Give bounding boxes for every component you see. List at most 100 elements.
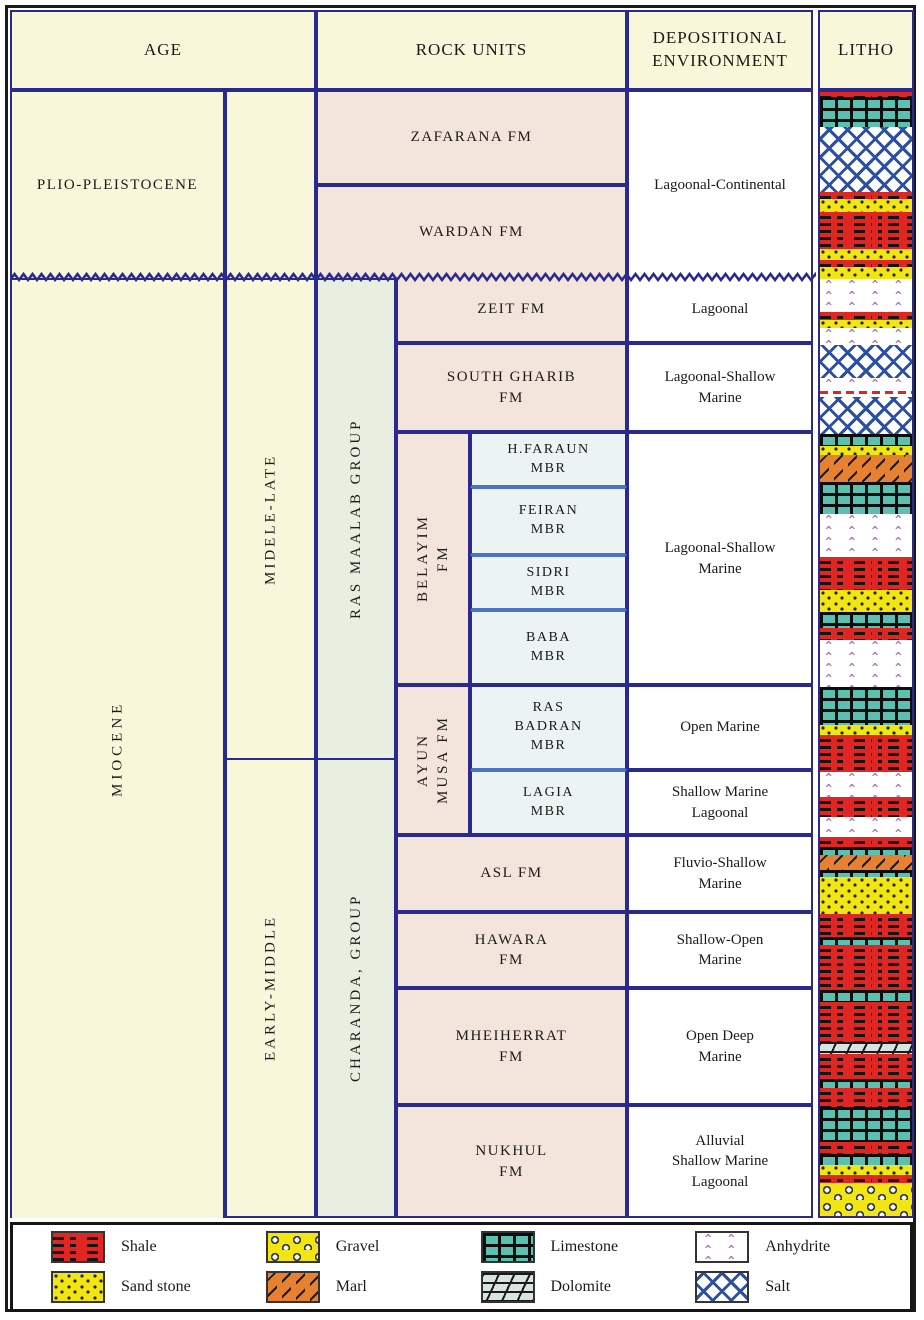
litho-layer-sandstone: [820, 199, 912, 212]
env-lagoonal-shallow-1: Lagoonal-Shallow Marine: [627, 343, 813, 432]
litho-layer-sandstone: [820, 877, 912, 914]
legend-label-anhydrite: Anhydrite: [765, 1238, 831, 1255]
litho-layer-sandstone: [820, 446, 912, 455]
legend-item-dolomite: Dolomite: [480, 1271, 696, 1303]
litho-layer-shale: [820, 312, 912, 320]
litho-layer-shale: [820, 1142, 912, 1154]
age-miocene: MIOCENE: [10, 278, 225, 1218]
legend-label-limestone: Limestone: [550, 1238, 619, 1255]
formation-mheiherrat: MHEIHERRAT FM: [396, 988, 627, 1105]
litho-layer-sandstone: [820, 725, 912, 735]
env-lagoonal: Lagoonal: [627, 278, 813, 343]
litho-layer-limestone: [820, 847, 912, 855]
legend-item-anhydrite: ^ ^ ^ ^ ^ ^ ^ ^ ^ ^ ^ ^ ^ ^ ^ ^ ^ ^ ^ ^ …: [695, 1231, 910, 1263]
litho-layer-limestone: [820, 482, 912, 514]
legend-item-shale: Shale: [51, 1231, 266, 1263]
legend-swatch-anhydrite: ^ ^ ^ ^ ^ ^ ^ ^ ^ ^ ^ ^ ^ ^ ^ ^ ^ ^ ^ ^ …: [695, 1231, 750, 1263]
env-fluvio-shallow: Fluvio-Shallow Marine: [627, 835, 813, 912]
litho-layer-limestone: [820, 434, 912, 446]
member-feiran: FEIRAN MBR: [470, 487, 627, 555]
formation-nukhul: NUKHUL FM: [396, 1105, 627, 1218]
header-age: AGE: [10, 10, 316, 90]
formation-zafarana: ZAFARANA FM: [316, 90, 627, 185]
member-h-faraun: H.FARAUN MBR: [470, 432, 627, 487]
formation-belayim: BELAYIM FM: [396, 432, 470, 685]
litho-layer-shale: [820, 557, 912, 590]
formation-hawara: HAWARA FM: [396, 912, 627, 988]
litho-layer-sandstone: [820, 1165, 912, 1175]
legend-item-sandstone: Sand stone: [51, 1271, 266, 1303]
member-lagia: LAGIA MBR: [470, 770, 627, 835]
litho-layer-anhydrite: ^ ^ ^ ^ ^ ^ ^ ^ ^ ^ ^ ^ ^ ^ ^ ^ ^ ^ ^ ^ …: [820, 328, 912, 345]
litho-layer-limestone: [820, 990, 912, 1002]
header-litho: LITHO: [818, 10, 914, 90]
litho-layer-shale: [820, 1088, 912, 1107]
env-shallow-open: Shallow-Open Marine: [627, 912, 813, 988]
legend-swatch-dolomite: [480, 1271, 535, 1303]
litho-layer-shale: [820, 1054, 912, 1079]
legend-item-salt: Salt: [695, 1271, 910, 1303]
age-plio-sub-empty: [225, 90, 316, 278]
litho-layer-anhydrite: ^ ^ ^ ^ ^ ^ ^ ^ ^ ^ ^ ^ ^ ^ ^ ^ ^ ^ ^ ^ …: [820, 378, 912, 388]
litho-layer-marl: [820, 455, 912, 482]
litho-layer-limestone: [820, 870, 912, 877]
member-ras-badran: RAS BADRAN MBR: [470, 685, 627, 770]
litho-layer-limestone: [820, 687, 912, 725]
legend-item-marl: Marl: [265, 1271, 481, 1303]
group-charanda: CHARANDA, GROUP: [316, 758, 396, 1218]
litho-layer-anhydrite: ^ ^ ^ ^ ^ ^ ^ ^ ^ ^ ^ ^ ^ ^ ^ ^ ^ ^ ^ ^ …: [820, 279, 912, 312]
litho-column: ^ ^ ^ ^ ^ ^ ^ ^ ^ ^ ^ ^ ^ ^ ^ ^ ^ ^ ^ ^ …: [818, 90, 914, 1218]
litho-layer-limestone: [820, 1154, 912, 1165]
litho-layer-limestone: [820, 97, 912, 127]
age-plio-pleistocene: PLIO-PLEISTOCENE: [10, 90, 225, 278]
litho-layer-salt: [820, 397, 912, 434]
litho-layer-shale: [820, 945, 912, 990]
legend-label-gravel: Gravel: [335, 1238, 380, 1255]
litho-layer-limestone: [820, 612, 912, 628]
env-open-marine: Open Marine: [627, 685, 813, 770]
group-ras-maalab: RAS MAALAB GROUP: [316, 278, 396, 758]
legend-swatch-gravel: [265, 1231, 320, 1263]
legend: Shale Gravel Limestone ^ ^ ^ ^ ^ ^ ^ ^ ^ ^ …: [10, 1222, 913, 1312]
litho-layer-shale: [820, 1002, 912, 1042]
legend-label-salt: Salt: [765, 1278, 791, 1295]
litho-layer-limestone: [820, 1107, 912, 1142]
litho-layer-sandstone: [820, 320, 912, 328]
litho-layer-sandstone: [820, 249, 912, 260]
legend-label-shale: Shale: [121, 1238, 157, 1255]
legend-swatch-marl: [265, 1271, 320, 1303]
env-lagoonal-continental: Lagoonal-Continental: [627, 90, 813, 278]
litho-layer-shale: [820, 212, 912, 249]
age-midele-late: MIDELE-LATE: [225, 278, 316, 758]
legend-swatch-limestone: [480, 1231, 535, 1263]
header-rock-units: ROCK UNITS: [316, 10, 627, 90]
legend-swatch-sandstone: [51, 1271, 105, 1303]
litho-layer-shale: [820, 1175, 912, 1183]
age-early-middle: EARLY-MIDDLE: [225, 758, 316, 1218]
env-shallow-marine-lagoonal: Shallow Marine Lagoonal: [627, 770, 813, 835]
env-alluvial: Alluvial Shallow Marine Lagoonal: [627, 1105, 813, 1218]
header-depositional-environment: DEPOSITIONAL ENVIRONMENT: [627, 10, 813, 90]
legend-item-limestone: Limestone: [480, 1231, 696, 1263]
legend-label-dolomite: Dolomite: [550, 1278, 611, 1295]
litho-layer-gravel: [820, 1183, 912, 1216]
litho-layer-shale: [820, 797, 912, 817]
litho-layer-anhydrite: ^ ^ ^ ^ ^ ^ ^ ^ ^ ^ ^ ^ ^ ^ ^ ^ ^ ^ ^ ^ …: [820, 514, 912, 557]
member-sidri: SIDRI MBR: [470, 555, 627, 610]
litho-layer-salt: [820, 345, 912, 378]
legend-label-sandstone: Sand stone: [121, 1278, 191, 1295]
legend-item-gravel: Gravel: [265, 1231, 481, 1263]
formation-south-gharib: SOUTH GHARIB FM: [396, 343, 627, 432]
litho-layer-sandstone: [820, 267, 912, 279]
litho-layer-shale: [820, 92, 912, 97]
litho-layer-shale: [820, 914, 912, 937]
litho-layer-shale: [820, 735, 912, 772]
legend-swatch-salt: [695, 1271, 750, 1303]
formation-asl: ASL FM: [396, 835, 627, 912]
litho-layer-anhydrite: ^ ^ ^ ^ ^ ^ ^ ^ ^ ^ ^ ^ ^ ^ ^ ^ ^ ^ ^ ^ …: [820, 640, 912, 687]
legend-label-marl: Marl: [335, 1278, 367, 1295]
litho-layer-limestone: [820, 1079, 912, 1088]
litho-layer-shale: [820, 628, 912, 640]
litho-layer-shale: [820, 837, 912, 847]
